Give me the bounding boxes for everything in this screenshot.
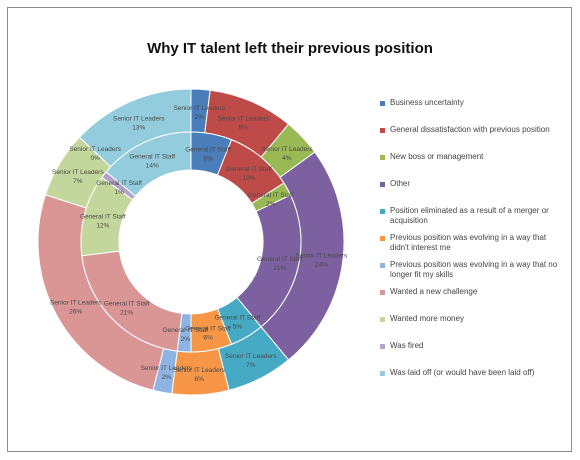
legend-item-general-dissatisfaction-with-previous-po: General dissatisfaction with previous po… (380, 125, 560, 135)
legend-swatch (380, 371, 385, 376)
senior-it-leaders-data-label: Senior IT Leaders 24% (296, 252, 348, 268)
senior-it-leaders-data-label: Senior IT Leaders 0% (69, 146, 121, 162)
general-it-staff-data-label: General IT Staff 5% (214, 314, 260, 330)
legend-label: New boss or management (390, 152, 484, 161)
general-it-staff-segment-was-laid-off-or-would-have-been-laid-off (105, 131, 192, 197)
legend-swatch (380, 236, 385, 241)
legend-label: Previous position was evolving in a way … (390, 233, 547, 252)
general-it-staff-data-label: General IT Staff 21% (257, 256, 303, 272)
legend-label: Wanted a new challenge (390, 287, 478, 296)
legend-label: General dissatisfaction with previous po… (390, 125, 550, 134)
legend-label: Other (390, 179, 411, 188)
legend-item-wanted-more-money: Wanted more money (380, 314, 560, 324)
legend-swatch (380, 317, 385, 322)
general-it-staff-data-label: General IT Staff 2% (248, 192, 294, 208)
general-it-staff-data-label: General IT Staff 2% (162, 327, 208, 343)
general-it-staff-data-label: General IT Staff 6% (185, 325, 231, 341)
legend-label: Business uncertainty (390, 98, 464, 107)
senior-it-leaders-data-label: Senior IT Leaders 7% (225, 353, 277, 369)
legend-label: Was fired (390, 341, 424, 350)
senior-it-leaders-data-label: Senior IT Leaders 7% (52, 169, 104, 185)
legend-item-previous-position-was-evolving-in-a-way-: Previous position was evolving in a way … (380, 233, 560, 253)
legend-label: Was laid off (or would have been laid of… (390, 368, 535, 377)
general-it-staff-data-label: General IT Staff 10% (226, 166, 272, 182)
senior-it-leaders-data-label: Senior IT Leaders 2% (173, 105, 225, 121)
legend-label: Position eliminated as a result of a mer… (390, 206, 549, 225)
legend-item-was-laid-off-or-would-have-been-laid-off: Was laid off (or would have been laid of… (380, 368, 560, 378)
legend-swatch (380, 155, 385, 160)
legend-swatch (380, 101, 385, 106)
senior-it-leaders-data-label: Senior IT Leaders 26% (50, 299, 102, 315)
legend-item-was-fired: Was fired (380, 341, 560, 351)
general-it-staff-data-label: General IT Staff 1% (96, 180, 142, 196)
senior-it-leaders-data-label: Senior IT Leaders 2% (141, 365, 193, 381)
legend-label: Previous position was evolving in a way … (390, 260, 558, 279)
legend-swatch (380, 182, 385, 187)
legend-item-previous-position-was-evolving-in-a-way-: Previous position was evolving in a way … (380, 260, 560, 280)
legend-swatch (380, 128, 385, 133)
senior-it-leaders-data-label: Senior IT Leaders 13% (113, 115, 165, 131)
legend-swatch (380, 290, 385, 295)
general-it-staff-data-label: General IT Staff 12% (80, 213, 126, 229)
general-it-staff-data-label: General IT Staff 21% (104, 300, 150, 316)
general-it-staff-data-label: General IT Staff 14% (129, 154, 175, 170)
chart-title: Why IT talent left their previous positi… (147, 40, 433, 57)
legend-item-wanted-a-new-challenge: Wanted a new challenge (380, 287, 560, 297)
senior-it-leaders-data-label: Senior IT Leaders 6% (173, 367, 225, 383)
legend-swatch (380, 344, 385, 349)
legend-swatch (380, 263, 385, 268)
legend-item-new-boss-or-management: New boss or management (380, 152, 560, 162)
legend-item-other: Other (380, 179, 560, 189)
senior-it-leaders-data-label: Senior IT Leaders 4% (261, 146, 313, 162)
legend-item-business-uncertainty: Business uncertainty (380, 98, 560, 108)
legend-item-position-eliminated-as-a-result-of-a-mer: Position eliminated as a result of a mer… (380, 206, 560, 226)
legend-label: Wanted more money (390, 314, 464, 323)
legend-swatch (380, 209, 385, 214)
general-it-staff-data-label: General IT Staff 6% (185, 147, 231, 163)
senior-it-leaders-data-label: Senior IT Leaders 9% (217, 115, 269, 131)
